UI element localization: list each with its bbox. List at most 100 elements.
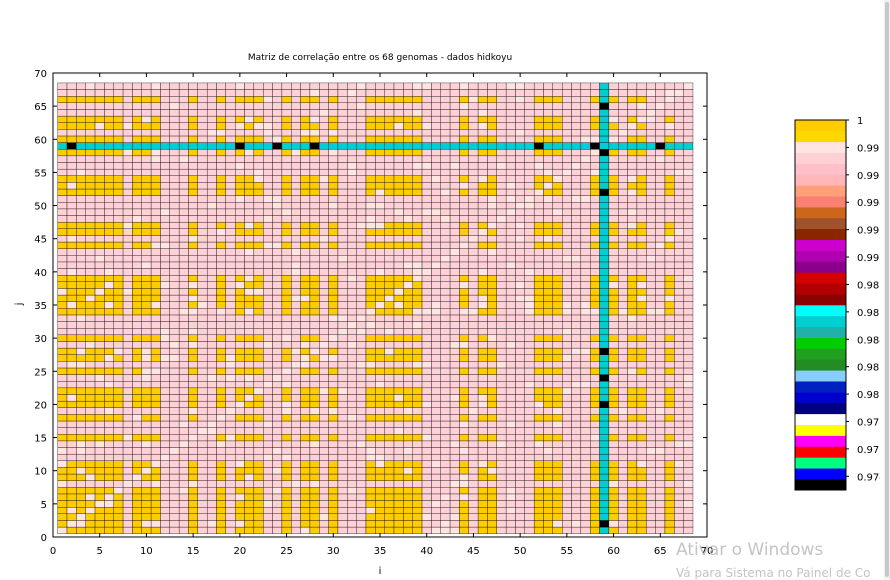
- heatmap-cell: [337, 447, 348, 455]
- heatmap-cell: [188, 241, 198, 249]
- heatmap-cell: [618, 314, 628, 322]
- heatmap-cell: [263, 328, 273, 336]
- heatmap-cell: [57, 294, 68, 302]
- heatmap-cell: [328, 328, 339, 336]
- heatmap-cell: [356, 414, 367, 422]
- heatmap-cell: [365, 400, 376, 408]
- heatmap-cell: [375, 261, 385, 269]
- heatmap-cell: [272, 241, 283, 249]
- heatmap-cell: [608, 109, 619, 117]
- scrollbar-thumb[interactable]: [885, 2, 889, 577]
- heatmap-cell: [365, 374, 376, 382]
- heatmap-cell: [375, 434, 385, 442]
- heatmap-cell: [281, 268, 292, 276]
- heatmap-cell: [375, 361, 385, 369]
- heatmap-cell: [141, 400, 152, 408]
- heatmap-cell: [524, 341, 535, 349]
- heatmap-cell: [244, 274, 255, 282]
- heatmap-cell: [552, 195, 563, 203]
- heatmap-cell: [291, 96, 301, 104]
- heatmap-cell: [459, 460, 469, 468]
- heatmap-cell: [412, 427, 423, 435]
- colorbar-swatch: [795, 207, 846, 219]
- heatmap-cell: [132, 387, 142, 395]
- heatmap-cell: [113, 387, 124, 395]
- heatmap-cell: [468, 208, 479, 216]
- heatmap-cell: [244, 374, 255, 382]
- heatmap-cell: [505, 268, 516, 276]
- heatmap-cell: [76, 321, 86, 329]
- heatmap-cell: [66, 268, 77, 276]
- heatmap-cell: [169, 82, 180, 90]
- heatmap-cell: [263, 361, 273, 369]
- heatmap-cell: [76, 241, 86, 249]
- heatmap-cell: [132, 175, 142, 183]
- heatmap-cell: [122, 115, 133, 123]
- heatmap-cell: [328, 294, 339, 302]
- heatmap-cell: [393, 241, 404, 249]
- colorbar-swatch: [795, 141, 846, 153]
- heatmap-cell: [655, 301, 666, 309]
- heatmap-cell: [309, 420, 320, 428]
- heatmap-cell: [412, 281, 423, 289]
- heatmap-cell: [562, 460, 572, 468]
- y-tick-label: 10: [34, 467, 47, 478]
- heatmap-cell: [505, 109, 516, 117]
- heatmap-cell: [599, 381, 610, 389]
- heatmap-cell: [449, 129, 460, 137]
- heatmap-cell: [599, 235, 610, 243]
- heatmap-cell: [524, 208, 535, 216]
- heatmap-cell: [197, 407, 208, 415]
- heatmap-cell: [291, 487, 301, 495]
- heatmap-cell: [57, 506, 68, 514]
- heatmap-cell: [599, 162, 610, 170]
- heatmap-cell: [375, 387, 385, 395]
- heatmap-cell: [206, 261, 217, 269]
- heatmap-cell: [356, 208, 367, 216]
- heatmap-cell: [365, 334, 376, 342]
- heatmap-cell: [384, 500, 395, 508]
- heatmap-cell: [618, 221, 628, 229]
- heatmap-cell: [403, 500, 413, 508]
- heatmap-cell: [141, 526, 152, 534]
- heatmap-cell: [590, 520, 600, 528]
- heatmap-cell: [169, 440, 180, 448]
- heatmap-cell: [337, 228, 348, 236]
- heatmap-cell: [365, 221, 376, 229]
- heatmap-cell: [337, 308, 348, 316]
- heatmap-cell: [244, 115, 255, 123]
- heatmap-cell: [150, 215, 161, 223]
- heatmap-cell: [66, 96, 77, 104]
- heatmap-cell: [300, 89, 311, 97]
- heatmap-cell: [328, 162, 339, 170]
- colorbar-tick-label: 0.982: [857, 363, 880, 374]
- heatmap-cell: [487, 221, 497, 229]
- heatmap-cell: [618, 453, 628, 461]
- heatmap-cell: [347, 347, 357, 355]
- heatmap-cell: [216, 122, 227, 130]
- heatmap-cell: [347, 447, 357, 455]
- heatmap-cell: [225, 168, 236, 176]
- heatmap-cell: [337, 387, 348, 395]
- heatmap-cell: [76, 235, 86, 243]
- heatmap-cell: [375, 149, 385, 157]
- heatmap-cell: [188, 447, 198, 455]
- heatmap-cell: [206, 440, 217, 448]
- heatmap-cell: [449, 341, 460, 349]
- heatmap-cell: [206, 281, 217, 289]
- heatmap-cell: [562, 221, 572, 229]
- heatmap-cell: [431, 493, 441, 501]
- heatmap-cell: [496, 308, 507, 316]
- heatmap-cell: [132, 241, 142, 249]
- heatmap-cell: [664, 493, 675, 501]
- heatmap-cell: [375, 400, 385, 408]
- heatmap-cell: [468, 182, 479, 190]
- heatmap-cell: [356, 493, 367, 501]
- heatmap-cell: [281, 182, 292, 190]
- heatmap-cell: [300, 341, 311, 349]
- heatmap-cell: [608, 328, 619, 336]
- heatmap-cell: [449, 195, 460, 203]
- heatmap-cell: [590, 460, 600, 468]
- heatmap-cell: [66, 308, 77, 316]
- heatmap-cell: [365, 328, 376, 336]
